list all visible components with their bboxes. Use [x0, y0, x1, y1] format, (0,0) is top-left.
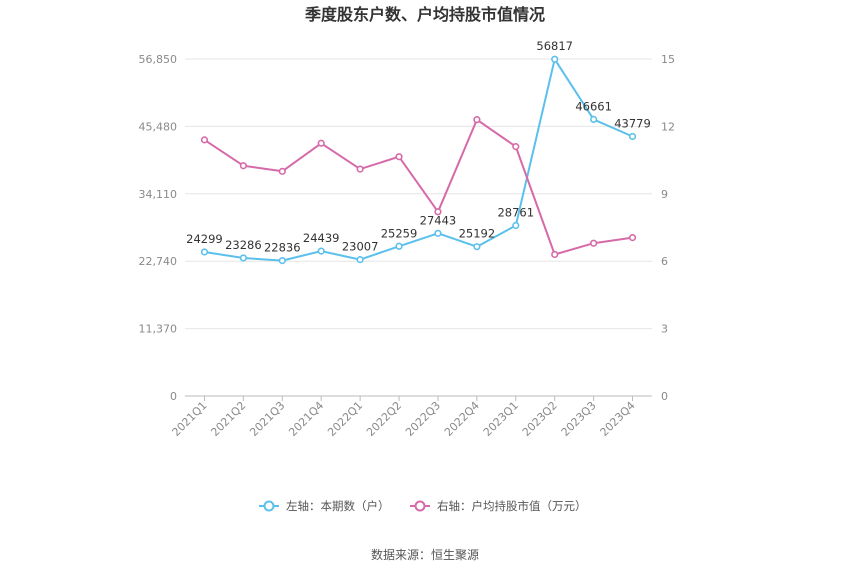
- right-tick-label: 12: [661, 120, 675, 133]
- data-label: 27443: [420, 213, 457, 227]
- data-label: 25259: [381, 226, 418, 240]
- series-line-2: [203, 118, 633, 256]
- data-point[interactable]: [590, 115, 598, 123]
- data-label: 28761: [497, 206, 534, 220]
- data-point[interactable]: [239, 254, 247, 262]
- legend-label[interactable]: 右轴：户均持股市值（万元）: [437, 499, 587, 513]
- source-note: 数据来源：恒生聚源: [371, 547, 479, 562]
- data-point[interactable]: [317, 139, 325, 147]
- data-point[interactable]: [590, 239, 598, 247]
- data-point[interactable]: [512, 143, 520, 151]
- data-label: 56817: [536, 39, 573, 53]
- data-label: 22836: [264, 241, 301, 255]
- x-tick-label: 2022Q1: [325, 399, 365, 439]
- x-tick-label: 2022Q2: [364, 399, 404, 439]
- right-tick-label: 0: [661, 390, 668, 403]
- data-point[interactable]: [317, 247, 325, 255]
- gridlines: [185, 58, 652, 397]
- left-tick-label: 45,480: [139, 120, 178, 133]
- data-point[interactable]: [356, 165, 364, 173]
- data-point[interactable]: [551, 250, 559, 259]
- series-line-1: [204, 58, 633, 262]
- data-label: 25192: [459, 227, 496, 241]
- data-point[interactable]: [395, 153, 403, 161]
- data-label: 43779: [614, 116, 651, 130]
- data-point[interactable]: [239, 162, 247, 170]
- data-point[interactable]: [200, 248, 209, 256]
- data-point[interactable]: [473, 116, 481, 124]
- x-tick-label: 2021Q2: [208, 399, 248, 439]
- left-tick-label: 11,370: [139, 323, 178, 336]
- x-tick-label: 2023Q4: [598, 399, 638, 439]
- x-tick-label: 2023Q1: [481, 399, 521, 439]
- data-point[interactable]: [512, 221, 520, 230]
- data-point[interactable]: [628, 132, 637, 141]
- data-label: 24439: [303, 231, 340, 245]
- right-tick-label: 15: [661, 53, 675, 66]
- data-label: 24299: [186, 232, 223, 246]
- x-axis: 2021Q12021Q22021Q32021Q42022Q12022Q22022…: [170, 396, 638, 439]
- x-tick-label: 2021Q1: [170, 399, 210, 439]
- data-point[interactable]: [356, 256, 364, 264]
- chart-title: 季度股东户数、户均持股市值情况: [304, 5, 545, 24]
- data-point[interactable]: [278, 257, 286, 265]
- right-tick-label: 9: [661, 188, 668, 201]
- x-tick-label: 2023Q2: [520, 399, 560, 439]
- right-axis: 0 3 6 9 12 15: [661, 53, 675, 403]
- data-label: 23007: [342, 240, 379, 254]
- data-point[interactable]: [473, 243, 481, 251]
- x-tick-label: 2021Q3: [247, 399, 287, 439]
- data-point[interactable]: [551, 55, 559, 63]
- data-point[interactable]: [434, 229, 442, 237]
- left-tick-label: 56,850: [139, 53, 178, 66]
- data-label: 46661: [575, 99, 612, 113]
- right-tick-label: 6: [661, 255, 668, 268]
- legend: 左轴：本期数（户） 右轴：户均持股市值（万元）: [259, 499, 587, 513]
- left-tick-label: 22,740: [139, 255, 178, 268]
- data-point[interactable]: [200, 136, 209, 144]
- right-tick-label: 3: [661, 323, 668, 336]
- series-group: 24299 23286 228362443923007252592744325192…: [186, 39, 651, 265]
- x-tick-label: 2022Q3: [403, 399, 443, 439]
- legend-label[interactable]: 左轴：本期数（户）: [286, 499, 390, 513]
- legend-marker: [414, 500, 426, 512]
- left-tick-label: 34,110: [139, 188, 178, 201]
- data-label: 23286: [225, 238, 262, 252]
- x-tick-label: 2022Q4: [442, 399, 482, 439]
- data-point[interactable]: [434, 208, 442, 216]
- legend-marker: [263, 500, 275, 512]
- data-point[interactable]: [278, 167, 286, 175]
- x-tick-label: 2023Q3: [559, 399, 599, 439]
- left-axis: 0 11,370 22,740 34,110 45,480 56,850: [139, 53, 178, 403]
- data-point[interactable]: [628, 234, 637, 242]
- x-tick-label: 2021Q4: [286, 399, 326, 439]
- data-point[interactable]: [395, 242, 403, 250]
- left-tick-label: 0: [170, 390, 177, 403]
